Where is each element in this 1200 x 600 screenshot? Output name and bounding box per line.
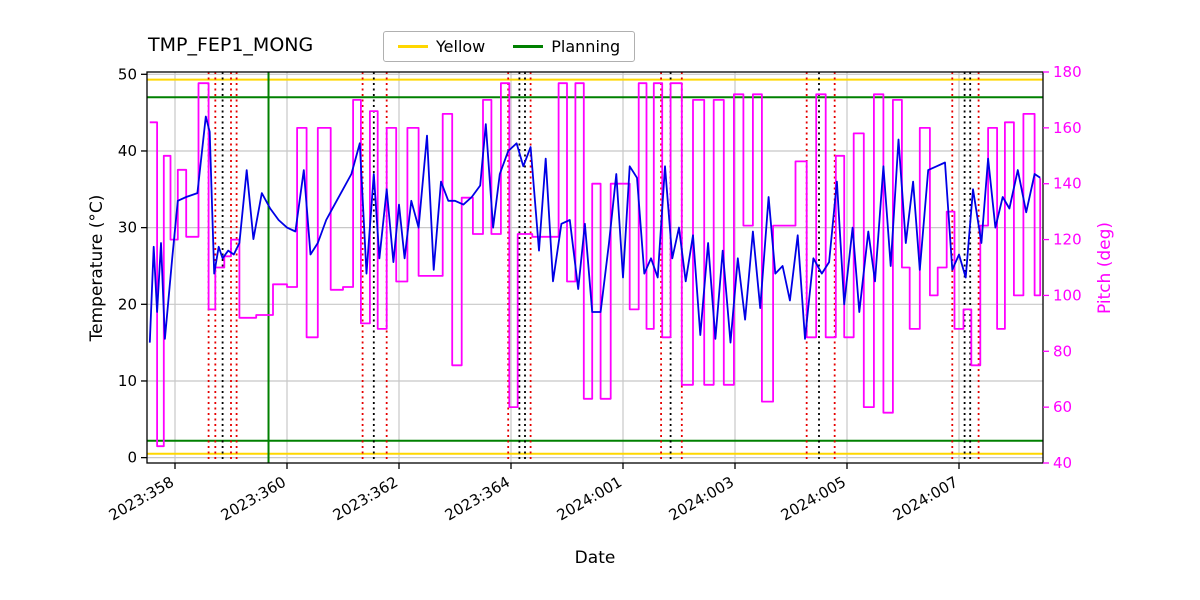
svg-text:2023:358: 2023:358 — [106, 473, 177, 525]
y-axis-label-left: Temperature (°C) — [87, 194, 107, 342]
svg-text:40: 40 — [118, 142, 137, 160]
svg-text:180: 180 — [1053, 63, 1082, 81]
svg-text:2023:360: 2023:360 — [218, 473, 289, 525]
legend: Yellow Planning — [383, 31, 636, 62]
legend-item-yellow: Yellow — [398, 37, 485, 56]
svg-text:50: 50 — [118, 65, 137, 83]
chart-title: TMP_FEP1_MONG — [148, 34, 314, 56]
svg-text:160: 160 — [1053, 119, 1082, 137]
legend-item-planning: Planning — [513, 37, 620, 56]
legend-label-planning: Planning — [551, 37, 621, 56]
svg-text:100: 100 — [1053, 286, 1082, 304]
svg-text:2024:001: 2024:001 — [554, 473, 625, 525]
svg-text:80: 80 — [1053, 342, 1072, 360]
svg-text:40: 40 — [1053, 454, 1072, 472]
svg-text:120: 120 — [1053, 231, 1082, 249]
svg-text:60: 60 — [1053, 398, 1072, 416]
yellow-line-swatch — [398, 45, 428, 48]
planning-line-swatch — [513, 45, 544, 48]
svg-text:2023:364: 2023:364 — [442, 473, 513, 525]
legend-label-yellow: Yellow — [436, 37, 486, 56]
svg-text:2023:362: 2023:362 — [330, 473, 401, 525]
x-axis-label: Date — [574, 548, 616, 568]
svg-text:30: 30 — [118, 219, 137, 237]
svg-text:140: 140 — [1053, 175, 1082, 193]
svg-text:2024:003: 2024:003 — [666, 473, 737, 525]
svg-text:0: 0 — [127, 449, 137, 467]
y-axis-label-right: Pitch (deg) — [1095, 221, 1115, 315]
svg-text:2024:005: 2024:005 — [778, 473, 849, 525]
svg-text:10: 10 — [118, 372, 137, 390]
svg-text:20: 20 — [118, 295, 137, 313]
svg-text:2024:007: 2024:007 — [890, 473, 961, 525]
